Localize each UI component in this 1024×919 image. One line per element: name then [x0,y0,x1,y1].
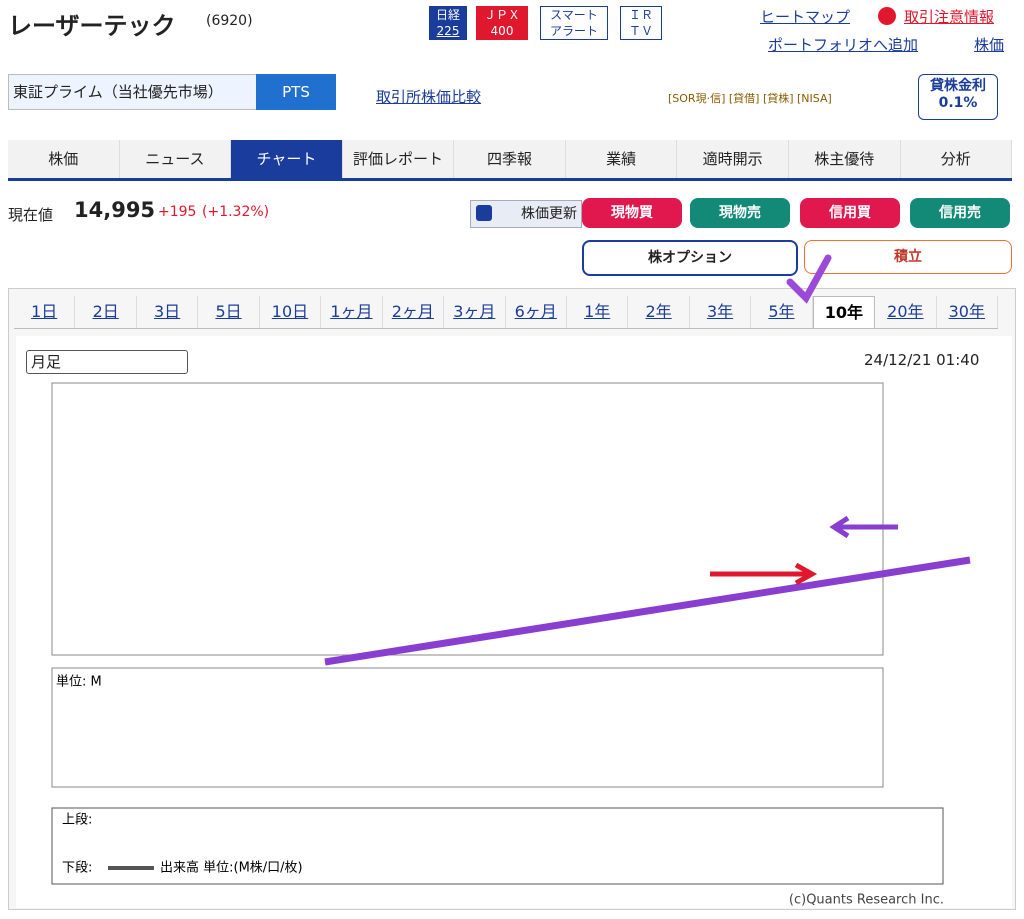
period-tab[interactable]: 1年 [567,296,629,328]
legend-volume: 出来高 単位:(M株/口/枚) [160,860,303,876]
volume-unit: 単位: M [56,674,102,690]
period-tab[interactable]: 2ヶ月 [383,296,445,328]
buy-button[interactable]: 現物買 [582,198,682,228]
nav-tab[interactable]: ニュース [119,140,232,178]
period-tab[interactable]: 30年 [937,296,998,328]
nav-tab[interactable]: 業績 [565,140,678,178]
exchange[interactable]: 東証プライム（当社優先市場） [8,74,258,110]
period-tab[interactable]: 1日 [14,296,76,328]
price-plot [51,382,884,656]
nav-tab[interactable]: 適時開示 [677,140,789,178]
period-tab[interactable]: 6ヶ月 [506,296,567,328]
tags: [SOR現·信] [貸借] [貸株] [NISA] [668,92,832,105]
badge-text: ＩＲ [628,8,653,22]
margin-sell-button[interactable]: 信用売 [910,198,1010,228]
change-pct: (+1.32%) [202,204,270,220]
nav-tab[interactable]: 分析 [900,140,1013,178]
pts[interactable]: PTS [256,74,336,110]
link[interactable]: 株価 [974,36,1005,54]
period-tab[interactable]: 20年 [875,296,937,328]
arrow-annotation [829,515,898,539]
nav-tab[interactable]: 株主優待 [788,140,901,178]
badge-text: ＴＶ [628,24,653,38]
arrow-annotation [710,562,818,586]
period-tab[interactable]: 3日 [137,296,199,328]
accumulate-button[interactable]: 積立 [804,240,1012,274]
link[interactable]: 取引所株価比較 [376,88,482,106]
badge-text: 400 [490,24,514,38]
period-tab[interactable]: 10年 [812,296,876,328]
period-tab[interactable]: 5日 [198,296,260,328]
refresh-icon [476,205,492,221]
period-tab[interactable]: 2年 [628,296,690,328]
nav-tab[interactable]: 株価 [8,140,120,178]
period-tab[interactable]: 5年 [751,296,813,328]
nav-tab[interactable]: チャート [231,140,343,178]
check-annotation [786,254,832,304]
period-tab[interactable]: 3年 [690,296,752,328]
price-label: 現在値 [8,206,54,224]
period-tab[interactable]: 1ヶ月 [321,296,383,328]
legend-lower: 下段: [62,861,92,876]
interval-select[interactable]: 月足 [26,350,188,374]
change: +195 [158,204,197,220]
badge-text: アラート [549,24,598,38]
warning-icon [878,7,896,25]
link[interactable]: 取引注意情報 [904,8,995,26]
period-tab[interactable]: 10日 [260,296,322,328]
lending-label: 貸株金利 [930,78,986,94]
nav-bar: 株価 ニュース チャート 評価レポート 四季報 業績 適時開示 株主優待 分析 [8,140,1013,181]
legend-box [51,807,944,885]
nav-tab[interactable]: 評価レポート [342,140,455,178]
lending[interactable]: 貸株金利 0.1% [918,74,998,120]
link[interactable]: ポートフォリオへ追加 [768,36,919,54]
margin-buy-button[interactable]: 信用買 [800,198,900,228]
badge-text: 225 [436,24,460,38]
badge[interactable]: 日経 225 [429,6,467,40]
nav-tab[interactable]: 四季報 [454,140,566,178]
badge[interactable]: ＪＰＸ 400 [476,6,528,40]
period-tabs: 1日 2日 3日 5日 10日 1ヶ月 2ヶ月 3ヶ月 6ヶ月 1年 2年 3年 5年 10年 20年 30年 [14,296,998,329]
badge[interactable]: スマート アラート [540,6,608,40]
link[interactable]: ヒートマップ [760,8,851,26]
price: 14,995 [74,198,156,222]
badge[interactable]: ＩＲ ＴＶ [620,6,662,40]
option-button[interactable]: 株オプション [582,240,798,276]
period-tab[interactable]: 2日 [75,296,137,328]
trend-annotation [324,556,971,666]
lending-rate: 0.1% [938,95,978,111]
timestamp: 24/12/21 01:40 [864,351,980,369]
code: (6920) [206,13,253,29]
badge-text: 日経 [435,8,460,22]
legend-upper: 上段: [62,813,92,828]
sell-button[interactable]: 現物売 [690,198,790,228]
badge-text: ＪＰＸ [483,8,520,22]
copyright: (c)Quants Research Inc. [789,893,944,908]
volume-plot [51,667,884,788]
title: レーザーテック [8,12,176,40]
period-tab[interactable]: 3ヶ月 [444,296,506,328]
badge-text: スマート [550,8,598,22]
